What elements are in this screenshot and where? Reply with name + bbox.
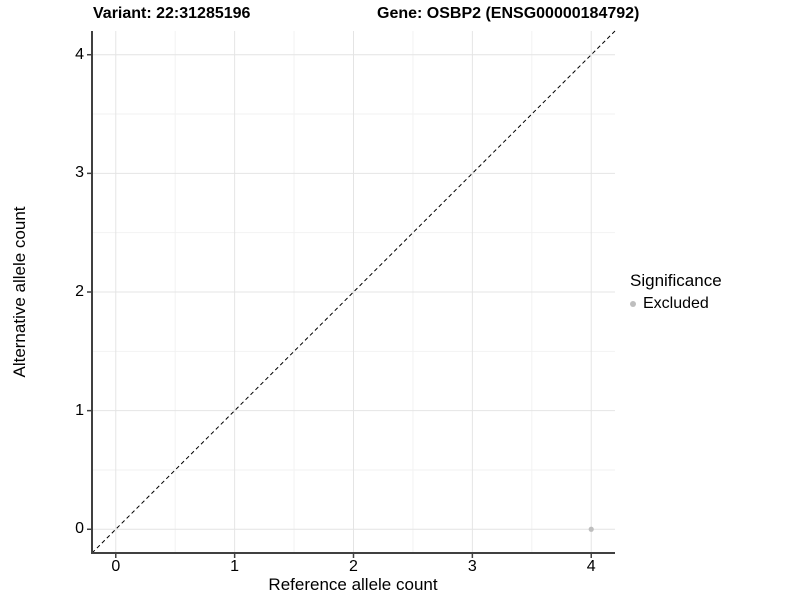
x-tick-label: 4	[586, 558, 596, 575]
legend-item-label: Excluded	[643, 295, 709, 312]
x-tick-label: 0	[111, 558, 121, 575]
y-tick-label: 3	[75, 164, 84, 182]
x-tick-label: 1	[230, 558, 240, 575]
plot-title-variant: Variant: 22:31285196	[93, 5, 251, 22]
x-tick-label: 3	[467, 558, 477, 575]
legend-item-excluded: Excluded	[630, 295, 722, 313]
plot-title-gene: Gene: OSBP2 (ENSG00000184792)	[377, 5, 640, 22]
y-tick-label: 2	[75, 283, 84, 300]
y-tick-label: 4	[75, 45, 84, 63]
data-point	[588, 526, 594, 532]
y-axis-title: Alternative allele count	[10, 206, 29, 378]
legend-title: Significance	[630, 271, 722, 290]
x-axis-title: Reference allele count	[268, 575, 438, 594]
excluded-point-icon	[630, 301, 636, 307]
y-tick-label: 0	[75, 520, 84, 538]
legend: Significance Excluded	[630, 271, 722, 313]
y-tick-label: 1	[75, 401, 84, 419]
x-tick-label: 2	[349, 558, 358, 575]
